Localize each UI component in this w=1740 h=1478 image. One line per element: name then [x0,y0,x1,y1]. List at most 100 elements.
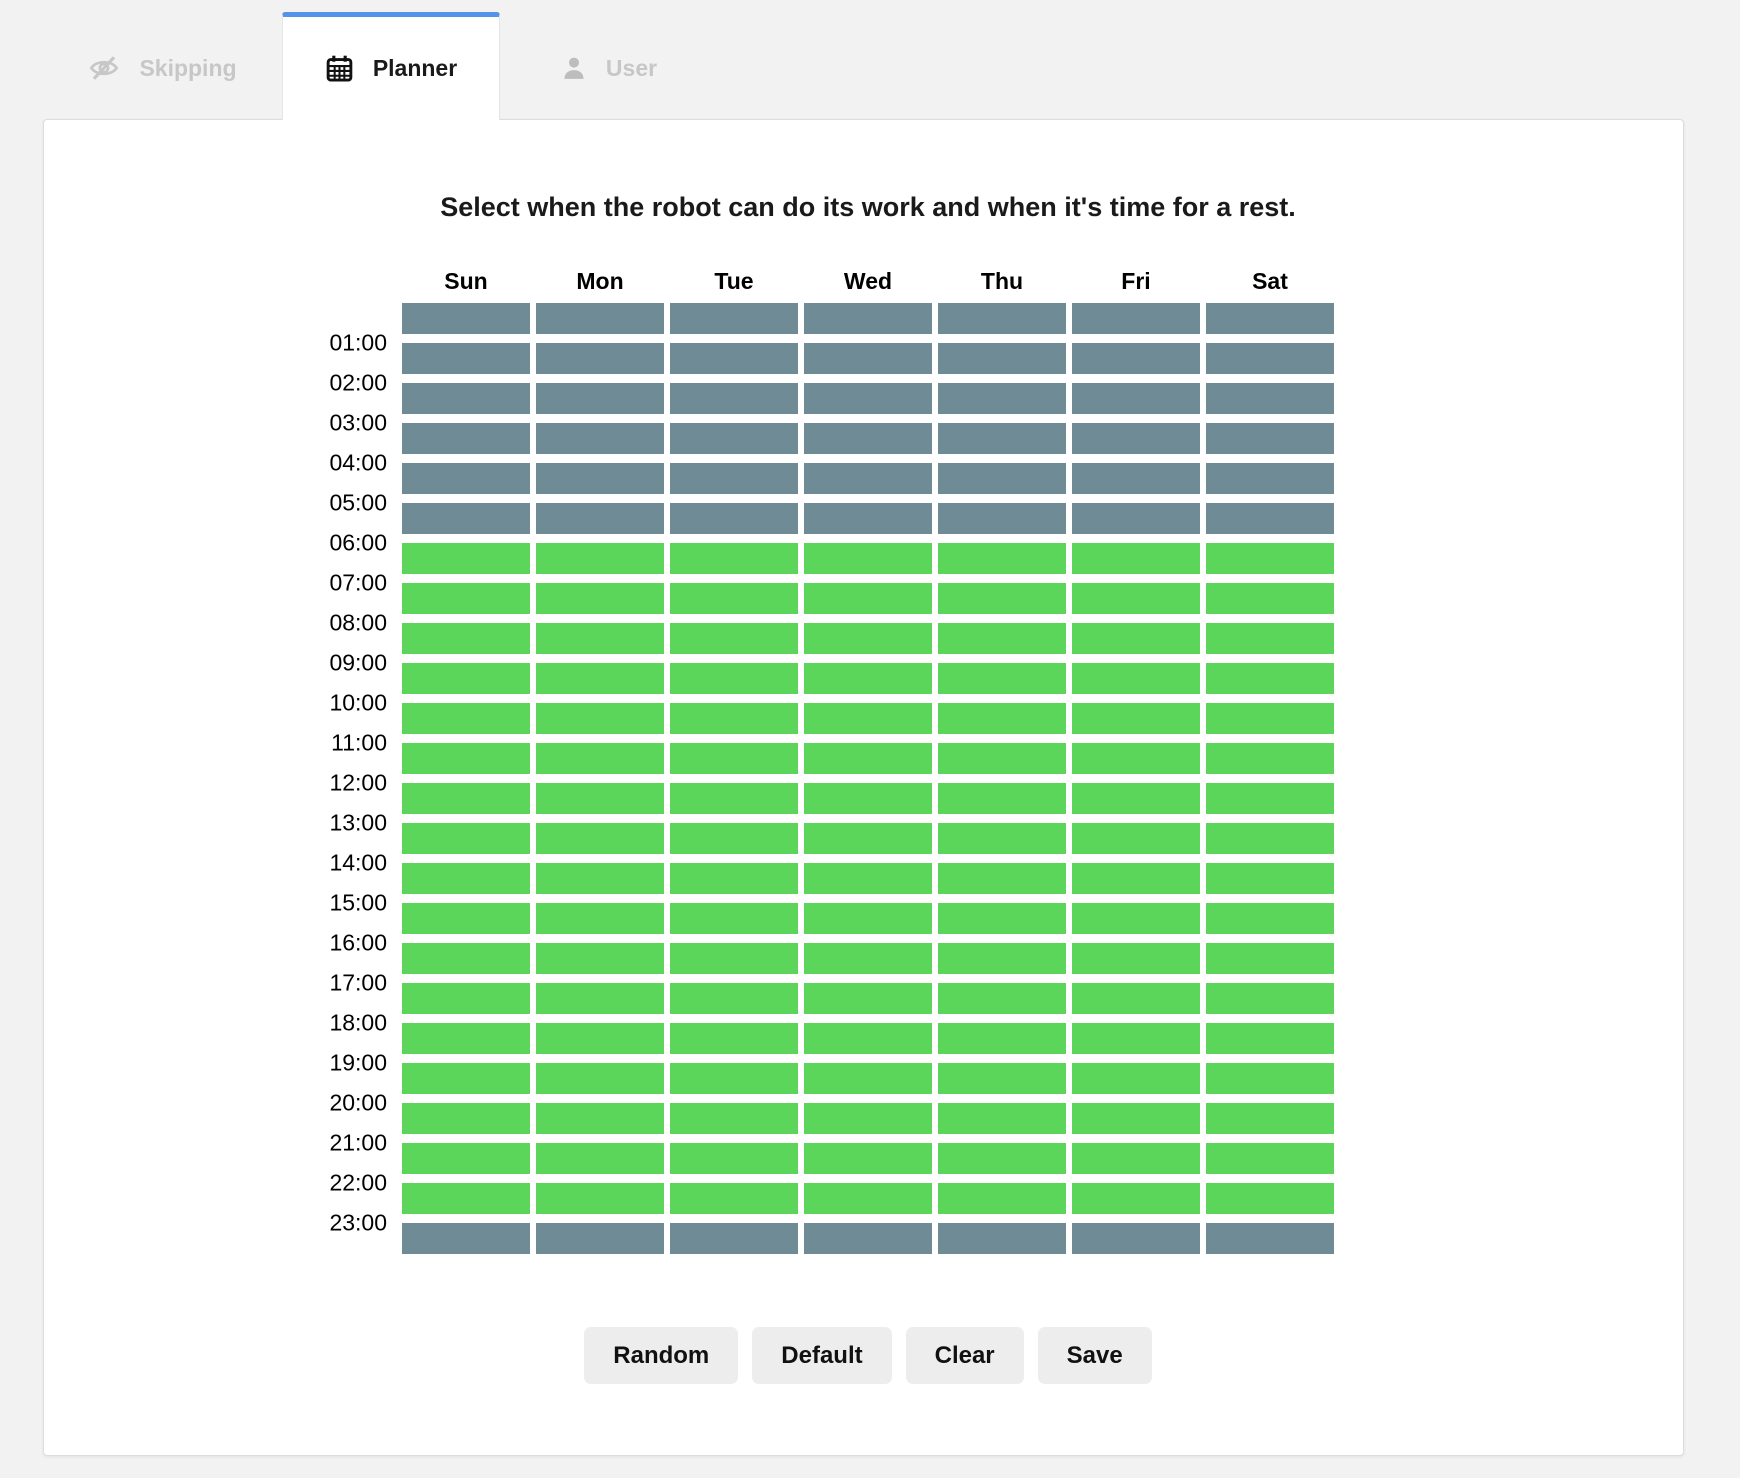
schedule-cell-rest[interactable] [1072,303,1200,334]
tab-planner[interactable]: Planner [282,12,500,120]
schedule-cell-rest[interactable] [1206,383,1334,414]
schedule-cell-work[interactable] [938,623,1066,654]
schedule-cell-work[interactable] [670,983,798,1014]
schedule-cell-work[interactable] [938,1063,1066,1094]
schedule-cell-work[interactable] [402,783,530,814]
schedule-cell-rest[interactable] [1072,343,1200,374]
schedule-cell-rest[interactable] [1206,303,1334,334]
schedule-cell-work[interactable] [402,1183,530,1214]
schedule-cell-work[interactable] [670,703,798,734]
schedule-cell-work[interactable] [804,583,932,614]
schedule-cell-work[interactable] [536,1063,664,1094]
schedule-cell-work[interactable] [938,1103,1066,1134]
save-button[interactable]: Save [1037,1327,1152,1384]
schedule-cell-work[interactable] [402,583,530,614]
schedule-cell-work[interactable] [1206,1063,1334,1094]
schedule-cell-work[interactable] [1072,743,1200,774]
schedule-cell-work[interactable] [536,1143,664,1174]
schedule-cell-rest[interactable] [536,343,664,374]
schedule-cell-work[interactable] [1206,623,1334,654]
schedule-cell-rest[interactable] [536,383,664,414]
schedule-cell-rest[interactable] [804,463,932,494]
schedule-cell-work[interactable] [804,943,932,974]
schedule-cell-work[interactable] [1072,543,1200,574]
schedule-cell-work[interactable] [804,983,932,1014]
schedule-cell-rest[interactable] [1206,503,1334,534]
schedule-cell-work[interactable] [402,543,530,574]
schedule-cell-work[interactable] [1072,583,1200,614]
schedule-cell-work[interactable] [1072,943,1200,974]
schedule-cell-rest[interactable] [804,503,932,534]
schedule-cell-work[interactable] [670,903,798,934]
schedule-cell-work[interactable] [1072,623,1200,654]
schedule-cell-work[interactable] [804,1063,932,1094]
schedule-cell-work[interactable] [402,703,530,734]
schedule-cell-work[interactable] [536,903,664,934]
schedule-cell-work[interactable] [804,1143,932,1174]
schedule-cell-rest[interactable] [938,463,1066,494]
schedule-cell-rest[interactable] [1206,463,1334,494]
schedule-cell-work[interactable] [1206,823,1334,854]
schedule-cell-work[interactable] [938,863,1066,894]
schedule-cell-work[interactable] [1206,903,1334,934]
schedule-cell-rest[interactable] [670,463,798,494]
schedule-cell-rest[interactable] [938,1223,1066,1254]
schedule-cell-work[interactable] [804,623,932,654]
schedule-cell-work[interactable] [402,903,530,934]
schedule-cell-work[interactable] [536,623,664,654]
schedule-cell-work[interactable] [1206,743,1334,774]
schedule-cell-work[interactable] [1072,1183,1200,1214]
schedule-cell-rest[interactable] [670,303,798,334]
schedule-cell-work[interactable] [670,663,798,694]
schedule-cell-work[interactable] [536,703,664,734]
schedule-cell-work[interactable] [804,863,932,894]
schedule-cell-work[interactable] [536,1103,664,1134]
schedule-cell-work[interactable] [670,1023,798,1054]
schedule-cell-rest[interactable] [536,303,664,334]
schedule-cell-work[interactable] [670,1143,798,1174]
schedule-cell-work[interactable] [804,543,932,574]
schedule-cell-work[interactable] [938,1023,1066,1054]
schedule-cell-work[interactable] [402,863,530,894]
schedule-cell-work[interactable] [804,663,932,694]
schedule-cell-work[interactable] [670,863,798,894]
schedule-cell-rest[interactable] [804,303,932,334]
schedule-cell-work[interactable] [402,983,530,1014]
schedule-cell-work[interactable] [938,903,1066,934]
schedule-cell-rest[interactable] [1072,503,1200,534]
schedule-cell-work[interactable] [536,983,664,1014]
schedule-cell-work[interactable] [938,783,1066,814]
schedule-cell-work[interactable] [1072,703,1200,734]
schedule-cell-work[interactable] [536,783,664,814]
schedule-cell-rest[interactable] [402,383,530,414]
schedule-cell-work[interactable] [1206,943,1334,974]
schedule-cell-rest[interactable] [938,423,1066,454]
schedule-cell-work[interactable] [402,823,530,854]
schedule-cell-rest[interactable] [670,423,798,454]
schedule-cell-work[interactable] [1206,1023,1334,1054]
schedule-cell-rest[interactable] [670,1223,798,1254]
schedule-cell-work[interactable] [938,983,1066,1014]
schedule-cell-work[interactable] [402,743,530,774]
schedule-cell-work[interactable] [536,943,664,974]
schedule-cell-rest[interactable] [1072,383,1200,414]
schedule-cell-work[interactable] [1072,1023,1200,1054]
schedule-cell-work[interactable] [1072,1063,1200,1094]
schedule-cell-work[interactable] [938,943,1066,974]
schedule-cell-work[interactable] [402,663,530,694]
schedule-cell-work[interactable] [402,1023,530,1054]
schedule-cell-work[interactable] [804,743,932,774]
schedule-cell-work[interactable] [1206,783,1334,814]
schedule-cell-work[interactable] [670,543,798,574]
schedule-cell-rest[interactable] [402,463,530,494]
schedule-cell-rest[interactable] [938,303,1066,334]
schedule-cell-work[interactable] [938,1183,1066,1214]
schedule-cell-work[interactable] [536,663,664,694]
schedule-cell-rest[interactable] [1072,1223,1200,1254]
schedule-cell-rest[interactable] [402,423,530,454]
schedule-cell-work[interactable] [804,823,932,854]
schedule-cell-rest[interactable] [1206,423,1334,454]
clear-button[interactable]: Clear [905,1327,1024,1384]
schedule-cell-work[interactable] [536,1023,664,1054]
schedule-cell-rest[interactable] [1206,343,1334,374]
